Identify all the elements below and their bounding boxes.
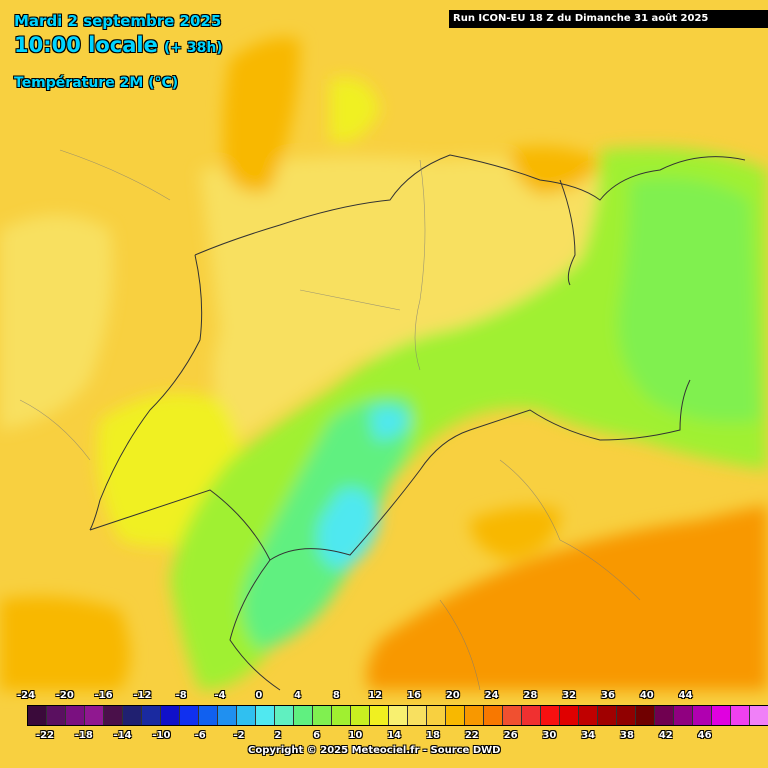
legend-top-label: 16 xyxy=(407,690,421,701)
forecast-time: 10:00 locale (+ 38h) xyxy=(14,33,223,57)
legend-swatch xyxy=(180,706,199,725)
legend-top-label: 36 xyxy=(601,690,615,701)
legend-swatch xyxy=(66,706,85,725)
legend-swatch xyxy=(294,706,313,725)
legend-swatch xyxy=(28,706,47,725)
run-info: Run ICON-EU 18 Z du Dimanche 31 août 202… xyxy=(449,10,768,28)
country-borders xyxy=(89,154,746,691)
legend-swatch xyxy=(332,706,351,725)
legend-swatch xyxy=(142,706,161,725)
legend-top-label: 28 xyxy=(523,690,538,701)
legend-bottom-label: -10 xyxy=(152,730,171,741)
legend-swatch xyxy=(465,706,484,725)
legend-bottom-label: 18 xyxy=(426,730,440,741)
legend-bottom-label: 26 xyxy=(503,730,518,741)
legend-swatch xyxy=(674,706,693,725)
legend-swatch xyxy=(123,706,142,725)
legend-swatch xyxy=(655,706,674,725)
legend-swatch xyxy=(617,706,636,725)
legend-bottom-label: -14 xyxy=(113,730,132,741)
legend-bottom-label: 46 xyxy=(697,730,712,741)
legend-bottom-label: 30 xyxy=(542,730,557,741)
legend-bottom-label: 14 xyxy=(387,730,402,741)
legend-swatch xyxy=(218,706,237,725)
legend-top-label: 0 xyxy=(255,690,263,701)
legend-swatch xyxy=(47,706,66,725)
legend-swatch xyxy=(408,706,427,725)
legend-bottom-label: 22 xyxy=(464,730,479,741)
legend-swatch xyxy=(541,706,560,725)
legend-swatch xyxy=(731,706,750,725)
legend-top-label: 4 xyxy=(294,690,302,701)
legend-swatch xyxy=(636,706,655,725)
legend-swatch xyxy=(256,706,275,725)
legend-swatch xyxy=(161,706,180,725)
legend-swatch xyxy=(598,706,617,725)
legend-bottom-label: -2 xyxy=(233,730,245,741)
legend-top-label: -8 xyxy=(175,690,187,701)
legend-top-label: 40 xyxy=(639,690,654,701)
legend-bottom-label: 34 xyxy=(581,730,596,741)
forecast-date: Mardi 2 septembre 2025 xyxy=(14,12,222,30)
color-legend: -24 -20 -16 -12 -8 -4 0 4 8 12 16 20 24 28 32 36 40 44 -22… xyxy=(0,688,768,768)
legend-swatch xyxy=(503,706,522,725)
legend-bottom-label: 10 xyxy=(348,730,363,741)
parameter-label: Température 2M (°C) xyxy=(14,75,179,91)
legend-top-label: 20 xyxy=(445,690,460,701)
legend-swatch xyxy=(237,706,256,725)
legend-swatch xyxy=(712,706,731,725)
legend-swatch xyxy=(313,706,332,725)
legend-top-label: -12 xyxy=(133,690,152,701)
legend-swatch xyxy=(275,706,294,725)
legend-swatch xyxy=(693,706,712,725)
legend-top-label: 24 xyxy=(484,690,499,701)
legend-swatch xyxy=(522,706,541,725)
legend-bottom-label: -18 xyxy=(74,730,93,741)
legend-top-label: -20 xyxy=(55,690,74,701)
legend-bottom-label: 42 xyxy=(658,730,673,741)
legend-bottom-label: 6 xyxy=(313,730,321,741)
legend-top-label: -4 xyxy=(214,690,226,701)
legend-swatch xyxy=(389,706,408,725)
legend-top-label: 32 xyxy=(562,690,577,701)
legend-swatch xyxy=(199,706,218,725)
legend-swatch xyxy=(104,706,123,725)
legend-swatch xyxy=(446,706,465,725)
legend-top-label: -16 xyxy=(94,690,113,701)
legend-swatch xyxy=(85,706,104,725)
legend-top-label: 8 xyxy=(332,690,340,701)
legend-bottom-label: 38 xyxy=(620,730,634,741)
legend-top-label: -24 xyxy=(16,690,36,701)
legend-top-label: 12 xyxy=(368,690,383,701)
legend-top-label: 44 xyxy=(678,690,693,701)
legend-swatch xyxy=(484,706,503,725)
legend-bottom-label: 2 xyxy=(274,730,282,741)
legend-swatch xyxy=(560,706,579,725)
legend-swatch xyxy=(427,706,446,725)
legend-swatches xyxy=(27,705,768,726)
forecast-offset: (+ 38h) xyxy=(163,40,223,56)
legend-swatch xyxy=(370,706,389,725)
legend-swatch xyxy=(579,706,598,725)
legend-bottom-label: -22 xyxy=(35,730,55,741)
copyright: Copyright © 2025 Meteociel.fr - Source D… xyxy=(248,745,501,756)
legend-bottom-label: -6 xyxy=(194,730,206,741)
legend-swatch xyxy=(750,706,768,725)
legend-swatch xyxy=(351,706,370,725)
forecast-time-main: 10:00 locale xyxy=(14,33,158,57)
